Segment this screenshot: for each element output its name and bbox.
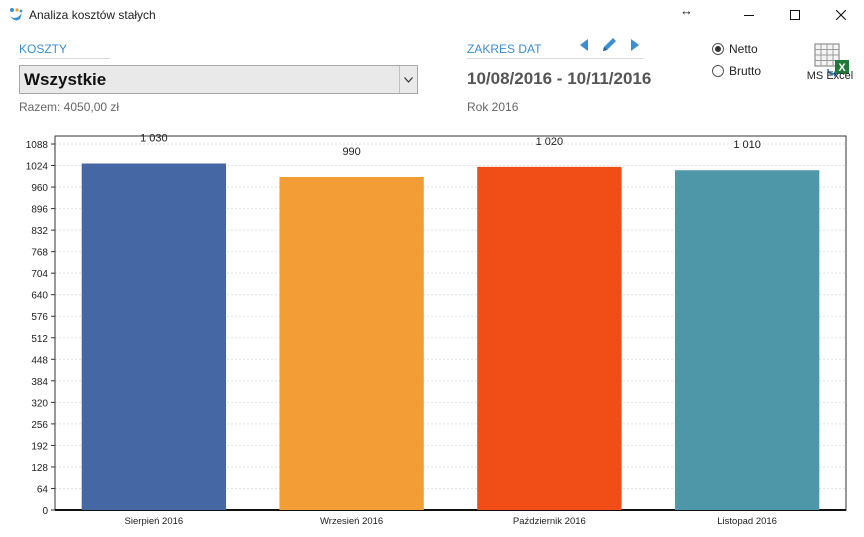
bar <box>279 176 424 510</box>
excel-export-icon[interactable]: X <box>806 35 856 85</box>
costs-total: Razem: 4050,00 zł <box>19 100 120 114</box>
pencil-icon[interactable] <box>600 37 618 52</box>
costs-section-label: KOSZTY <box>19 42 68 56</box>
y-tick-label: 64 <box>37 484 49 495</box>
radio-brutto[interactable]: Brutto <box>712 64 802 80</box>
x-tick-label: Listopad 2016 <box>717 516 777 527</box>
y-tick-label: 768 <box>31 248 48 259</box>
radio-netto[interactable]: Netto <box>712 42 802 58</box>
chart-canvas: 0 64 128 192 256 320 384 448 512 576 640 704 768 832 8… <box>26 133 847 527</box>
y-tick-label: 640 <box>31 291 48 302</box>
y-tick-label: 832 <box>31 226 48 237</box>
y-tick-label: 256 <box>31 420 48 431</box>
y-tick-label: 704 <box>31 269 48 280</box>
y-tick-label: 320 <box>31 398 48 409</box>
minimize-button[interactable] <box>726 0 772 30</box>
bar <box>81 163 227 510</box>
date-range-value: 10/08/2016 - 10/11/2016 <box>467 69 652 88</box>
excel-export-label[interactable]: MS Excel <box>806 70 854 82</box>
y-tick-label: 0 <box>42 506 48 517</box>
x-tick-label: Sierpień 2016 <box>125 516 184 527</box>
resize-icon[interactable]: ↔ <box>680 3 693 18</box>
title-bar: Analiza kosztów stałych ↔ <box>0 0 864 30</box>
date-range-year: Rok 2016 <box>467 100 519 114</box>
y-tick-label: 576 <box>31 312 48 323</box>
date-range-divider <box>467 58 643 59</box>
costs-select[interactable]: Wszystkie <box>19 65 418 94</box>
bar-value-label: 1 030 <box>140 133 168 145</box>
radio-brutto-indicator[interactable] <box>712 65 724 77</box>
maximize-icon <box>790 10 800 20</box>
y-tick-label: 896 <box>31 205 48 216</box>
bar-value-label: 1 020 <box>536 136 564 148</box>
close-button[interactable] <box>818 0 864 30</box>
bar-value-label: 990 <box>342 146 360 158</box>
y-tick-label: 960 <box>31 183 48 194</box>
maximize-button[interactable] <box>772 0 818 30</box>
minimize-icon <box>744 15 754 16</box>
svg-text:X: X <box>838 62 846 74</box>
y-tick-label: 1024 <box>26 162 49 173</box>
costs-divider <box>19 58 110 59</box>
arrow-left-icon[interactable] <box>577 38 591 52</box>
y-tick-label: 192 <box>31 441 48 452</box>
y-tick-label: 128 <box>31 463 48 474</box>
radio-netto-indicator[interactable] <box>712 43 724 55</box>
x-tick-label: Październik 2016 <box>513 516 586 527</box>
app-logo-icon <box>10 8 23 21</box>
bar <box>674 170 820 511</box>
y-tick-label: 384 <box>31 377 48 388</box>
radio-netto-label: Netto <box>729 42 758 56</box>
costs-bar-chart: 0 64 128 192 256 320 384 448 512 576 640 704 768 832 8… <box>0 128 864 537</box>
chevron-down-icon[interactable] <box>399 66 417 93</box>
close-icon <box>836 10 846 20</box>
x-tick-label: Wrzesień 2016 <box>320 516 383 527</box>
y-tick-label: 512 <box>31 334 48 345</box>
bar-value-label: 1 010 <box>733 139 761 151</box>
radio-brutto-label: Brutto <box>729 64 762 78</box>
bar <box>477 166 622 510</box>
window-title: Analiza kosztów stałych <box>29 8 156 22</box>
arrow-right-icon[interactable] <box>627 38 641 52</box>
costs-select-value: Wszystkie <box>24 70 107 89</box>
y-tick-label: 1088 <box>26 140 49 151</box>
y-tick-label: 448 <box>31 355 48 366</box>
date-range-label: ZAKRES DAT <box>467 42 542 56</box>
